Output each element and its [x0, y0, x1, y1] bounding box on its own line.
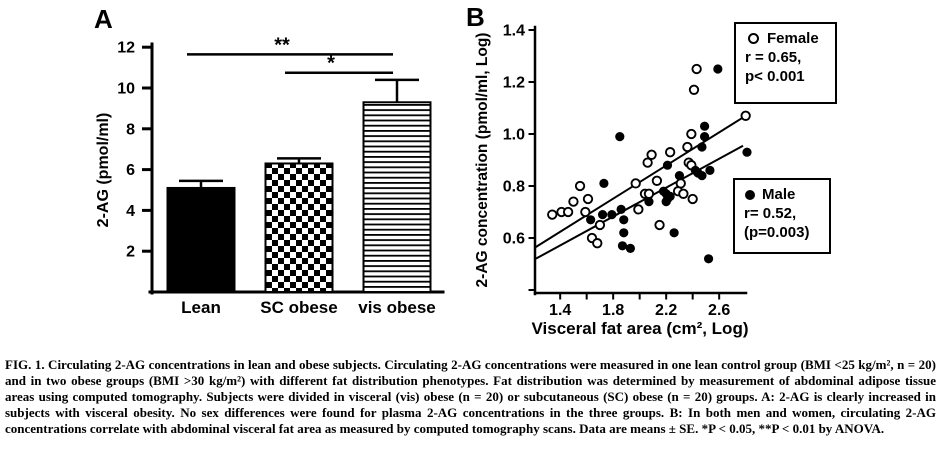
point-female [686, 128, 697, 140]
significance-stars: * [327, 53, 335, 75]
point-female [574, 180, 586, 192]
male-legend-box: Male r= 0.52, (p=0.003) [733, 178, 831, 254]
point-female [633, 204, 644, 215]
bar-chart-svg: 2 4 6 8 10 12 2-AG (pmol/ml) Lean SC obese vis ob… [95, 34, 445, 317]
point-female [547, 209, 558, 220]
point-male [586, 215, 596, 225]
b-y-tick-label: 1.0 [503, 127, 525, 144]
a-y-tick-label: 6 [126, 162, 135, 179]
point-female [682, 141, 693, 153]
point-male [669, 228, 679, 238]
male-p-value: (p=0.003) [744, 224, 810, 241]
b-y-tick-label: 0.8 [503, 179, 525, 196]
male-r-value: r= 0.52, [744, 205, 797, 222]
b-x-tick-label: 1.4 [549, 302, 571, 319]
b-x-axis-title: Visceral fat area (cm², Log) [532, 319, 749, 338]
a-y-tick-label: 8 [126, 121, 135, 138]
point-female [687, 193, 698, 205]
point-female [646, 149, 657, 160]
female-legend-label: Female [767, 30, 819, 47]
a-y-tick-label: 10 [117, 81, 135, 98]
bar-category-label: Lean [181, 298, 221, 317]
point-male [599, 178, 609, 188]
point-male [617, 241, 628, 251]
point-female [688, 84, 700, 95]
point-male [625, 243, 635, 253]
point-male [674, 171, 685, 181]
point-male [662, 160, 673, 170]
b-y-tick-label: 1.4 [503, 23, 525, 40]
point-female [740, 110, 751, 121]
fit-line-male [535, 144, 744, 260]
point-female [580, 206, 591, 218]
point-female [582, 193, 594, 205]
point-female [568, 196, 579, 207]
point-male [705, 165, 715, 175]
point-male [700, 121, 710, 131]
female-marker-icon [748, 33, 759, 44]
point-male [597, 210, 608, 220]
bar-sc-obese [264, 162, 334, 293]
panel-b-label: B [466, 2, 485, 32]
point-male [644, 197, 654, 207]
point-male [607, 210, 617, 220]
point-male [615, 132, 625, 142]
point-male [697, 142, 707, 152]
point-female [592, 238, 603, 249]
point-male [700, 132, 710, 142]
figure-caption: FIG. 1. Circulating 2-AG concentrations … [5, 357, 936, 437]
female-p-value: p< 0.001 [745, 68, 805, 85]
point-female [691, 63, 702, 75]
point-female [562, 206, 574, 218]
point-male [619, 228, 629, 238]
significance-stars: ** [274, 34, 290, 56]
point-female [643, 188, 655, 199]
b-x-tick-label: 1.8 [602, 302, 624, 319]
b-y-tick-label: 0.6 [503, 231, 525, 248]
point-female [678, 188, 689, 199]
point-female [664, 147, 676, 158]
a-y-axis-title: 2-AG (pmol/ml) [95, 113, 112, 228]
bar-vis-obese [362, 101, 432, 293]
point-male [742, 147, 752, 157]
point-male [616, 204, 626, 214]
bar-category-label: SC obese [260, 298, 337, 317]
point-male [665, 191, 675, 201]
point-female [654, 219, 665, 231]
b-x-tick-label: 2.2 [655, 302, 677, 319]
point-female [675, 178, 686, 189]
bar-lean [166, 186, 236, 294]
point-female [594, 219, 606, 231]
b-x-tick-label: 2.6 [708, 302, 730, 319]
fit-line-female [535, 114, 747, 248]
bar-category-label: vis obese [358, 298, 436, 317]
b-y-axis-title: 2-AG concentration (pmol/ml, Log) [474, 33, 491, 288]
female-legend-box: Female r = 0.65, p< 0.001 [734, 22, 837, 104]
point-female [642, 157, 653, 168]
point-male [619, 215, 629, 225]
male-legend-label: Male [762, 186, 796, 203]
b-y-tick-label: 1.2 [503, 75, 525, 92]
a-y-tick-label: 2 [126, 244, 135, 261]
point-male [713, 64, 723, 74]
female-r-value: r = 0.65, [745, 49, 802, 66]
point-male [697, 171, 707, 181]
panel-a-label: A [94, 4, 113, 34]
point-female [651, 175, 663, 186]
male-marker-icon [745, 189, 755, 200]
point-male [703, 254, 714, 264]
point-female [630, 178, 641, 189]
a-y-tick-label: 12 [117, 40, 135, 57]
a-y-tick-label: 4 [126, 203, 135, 220]
